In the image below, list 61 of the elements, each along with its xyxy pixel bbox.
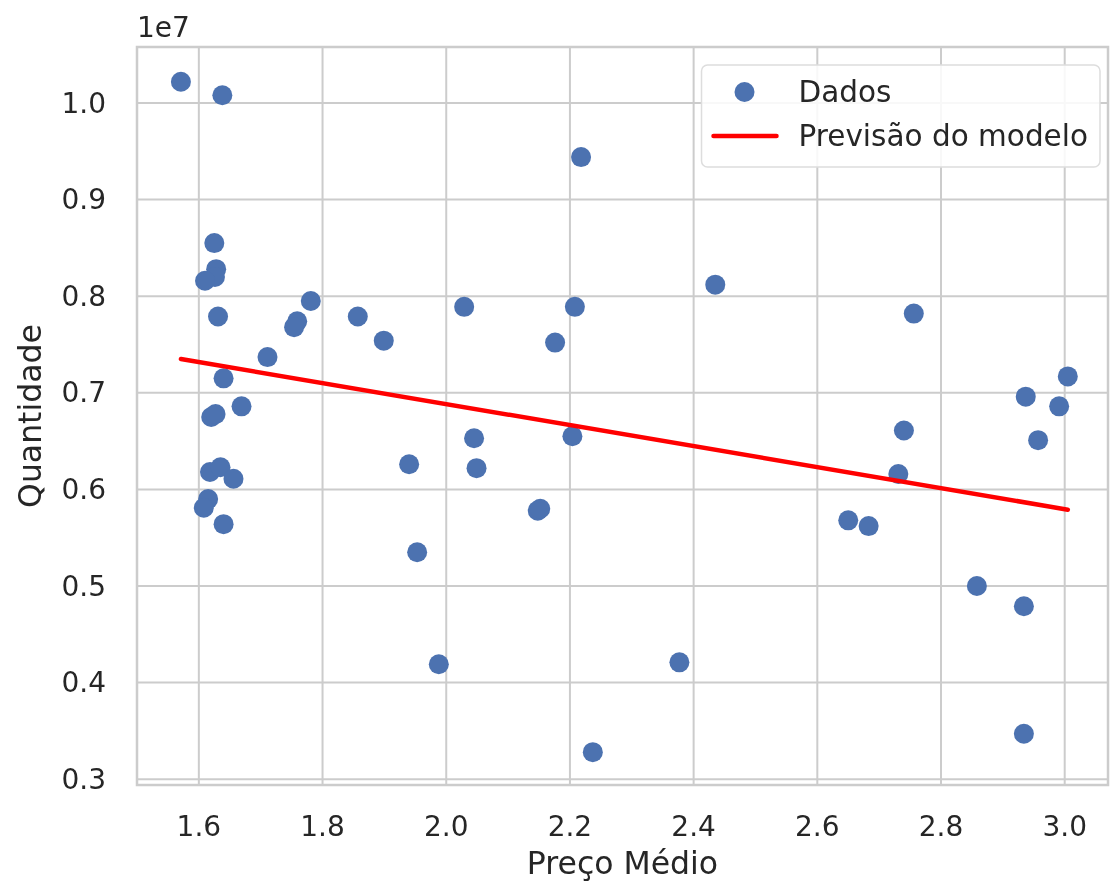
point — [564, 296, 585, 317]
point — [193, 497, 214, 518]
point — [705, 274, 726, 295]
point — [454, 296, 475, 317]
point — [300, 291, 321, 312]
y-tick-label: 0.8 — [61, 279, 106, 313]
point — [858, 516, 879, 537]
point — [1013, 723, 1034, 744]
y-tick-label: 0.7 — [61, 376, 106, 410]
point — [464, 428, 485, 449]
point — [212, 85, 233, 106]
point — [231, 396, 252, 417]
x-tick-label: 1.6 — [176, 810, 222, 843]
point — [1028, 430, 1049, 451]
y-tick-label: 1.0 — [61, 86, 106, 120]
point — [373, 330, 394, 351]
point — [213, 514, 234, 535]
x-axis-title: Preço Médio — [526, 845, 719, 881]
y-tick-label: 0.3 — [61, 762, 106, 796]
point — [428, 654, 449, 675]
x-tick-label: 3.0 — [1042, 810, 1087, 843]
x-tick-label: 2.6 — [795, 810, 840, 843]
x-tick-label: 2.0 — [423, 810, 469, 843]
x-tick-label: 2.2 — [547, 810, 593, 843]
point — [284, 317, 305, 338]
point — [399, 454, 420, 475]
point — [838, 510, 859, 531]
y-tick-label: 0.4 — [61, 666, 106, 700]
point — [213, 368, 234, 389]
point — [347, 306, 368, 327]
y-axis-title: Quantidade — [12, 324, 48, 508]
point — [208, 306, 229, 327]
point — [170, 71, 191, 92]
point — [1015, 386, 1036, 407]
legend-label: Dados — [798, 75, 892, 109]
point — [1013, 596, 1034, 617]
y-tick-label: 0.5 — [61, 569, 106, 603]
point — [903, 303, 924, 324]
x-tick-label: 2.4 — [671, 810, 716, 843]
point — [407, 542, 428, 563]
point — [1057, 366, 1078, 387]
point — [966, 576, 987, 597]
point — [893, 420, 914, 441]
y-tick-label: 0.9 — [61, 183, 106, 217]
point — [210, 457, 231, 478]
text: 1e7 — [137, 11, 190, 44]
point — [223, 468, 244, 489]
point — [204, 233, 225, 254]
point — [545, 332, 566, 353]
y-tick-label: 0.6 — [61, 472, 106, 506]
x-tick-label: 1.8 — [300, 810, 345, 843]
point — [1049, 396, 1070, 417]
point — [571, 147, 592, 168]
legend-label: Previsão do modelo — [798, 119, 1088, 153]
point — [195, 270, 216, 291]
x-tick-label: 2.8 — [918, 810, 964, 843]
point — [466, 458, 487, 479]
point — [582, 742, 603, 763]
point — [669, 652, 690, 673]
point — [257, 347, 278, 368]
point — [562, 426, 583, 447]
